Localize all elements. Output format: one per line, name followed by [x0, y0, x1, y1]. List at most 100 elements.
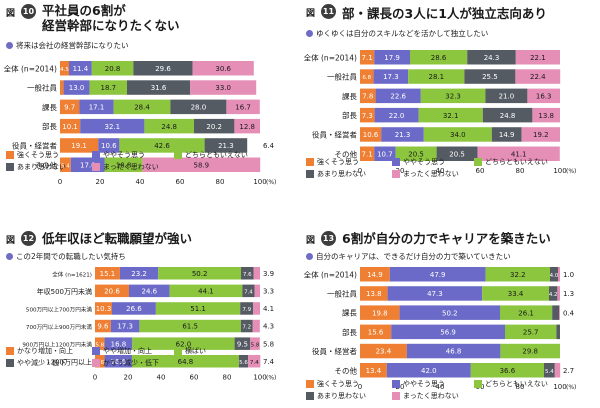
- figure-label: 図: [6, 9, 16, 19]
- legend-swatch: [474, 158, 482, 166]
- legend-item: ややそう思う: [392, 379, 445, 389]
- bar-value-label: 13.8: [366, 290, 382, 298]
- bar-segment: [190, 80, 257, 95]
- bar-value-label: 13.4: [366, 367, 382, 375]
- bar-segment: [552, 305, 560, 320]
- bar-segment: [98, 138, 120, 153]
- bar-value-label: 32.1: [443, 112, 459, 120]
- bar-segment: [104, 337, 133, 350]
- bar-segment: [253, 267, 260, 280]
- chart-panel-10: 図 10 平社員の6割が 経営幹部になりたくない 将来は会社の経営幹部になりたい: [0, 0, 300, 204]
- bar-segment: [485, 267, 550, 282]
- bar-segment: [111, 302, 156, 315]
- legend-item: どちらともいえない: [474, 157, 548, 167]
- bar-value-label: 32.3: [445, 92, 461, 100]
- bar-value-label: 20.2: [206, 123, 222, 131]
- bar-value-label: 20.5: [408, 150, 424, 158]
- bar-segment: [556, 324, 560, 340]
- legend-label: まったく思わない: [403, 170, 459, 178]
- legend-label: どちらともいえない: [485, 380, 548, 388]
- legend-item: どちらともいえない: [474, 379, 548, 389]
- bar-value-label: 50.2: [442, 309, 458, 317]
- bar-value-label: 18.8: [116, 161, 132, 169]
- axis-tick-label: 100: [553, 167, 566, 175]
- bar-segment: [69, 61, 92, 76]
- category-label: 一般社員: [327, 288, 357, 298]
- bar-value-label: 10.3: [96, 305, 112, 313]
- bar-segment: [241, 267, 254, 280]
- bar-segment: [104, 157, 143, 172]
- bar-segment: [250, 337, 260, 350]
- bar-value-label: 4.5: [60, 67, 69, 73]
- bar-segment: [470, 363, 544, 378]
- bar-segment: [60, 157, 71, 172]
- bar-value-label: 58.9: [194, 161, 210, 169]
- bar-value-label: 13.8: [538, 112, 554, 120]
- bar-value-label: 25.5: [482, 73, 498, 81]
- bar-segment: [491, 127, 522, 142]
- bar-segment: [158, 267, 242, 280]
- axis-unit-label: (%): [566, 168, 576, 175]
- bar-value-label: 14.9: [499, 131, 515, 139]
- bar-value-label: 25.7: [523, 328, 539, 336]
- chart-panel-12: 図 12 低年収ほど転職願望が強い この2年間での転職したい気持ち: [0, 204, 300, 408]
- figure-label: 図: [6, 236, 16, 246]
- legend-item: ややそう思う: [92, 150, 145, 160]
- bar-segment: [482, 107, 533, 123]
- bar-value-label: 9.6: [97, 323, 109, 331]
- legend-item: まったく思わない: [392, 169, 459, 179]
- bar-segment: [89, 80, 127, 95]
- bar-segment: [550, 267, 558, 282]
- bar-segment: [360, 363, 387, 378]
- outside-value-label: 7.4: [263, 358, 275, 366]
- bar-segment: [532, 107, 560, 123]
- bar-value-label: 4.2: [549, 292, 558, 298]
- bar-value-label: 18.7: [101, 84, 117, 92]
- subtitle-bullet-icon: [6, 253, 13, 260]
- chart-title: 低年収ほど転職願望が強い: [42, 231, 193, 246]
- axis-tick-label: 40: [436, 383, 445, 391]
- bar-segment: [204, 138, 248, 153]
- bar-segment: [133, 61, 193, 76]
- legend-item: かなり増加・向上: [6, 346, 73, 356]
- bar-segment: [477, 146, 560, 161]
- category-label: 900万円以上1200万円未満: [22, 341, 92, 349]
- bar-value-label: 30.6: [215, 65, 231, 73]
- legend-swatch: [392, 158, 400, 166]
- bar-value-label: 23.4: [376, 348, 392, 356]
- legend-swatch: [306, 170, 314, 178]
- bar-value-label: 51.1: [190, 305, 206, 313]
- legend-swatch: [6, 359, 14, 367]
- bar-segment: [505, 324, 557, 340]
- bar-value-label: 28.0: [191, 103, 207, 111]
- category-label: 課長: [42, 102, 57, 112]
- axis-tick-label: 0: [58, 178, 62, 186]
- bar-value-label: 46.8: [446, 348, 462, 356]
- figure-number: 11: [321, 4, 336, 19]
- bar-segment: [399, 305, 500, 320]
- bar-value-label: 23.2: [131, 270, 147, 278]
- legend-label: 強くそう思う: [17, 151, 59, 159]
- bar-segment: [113, 99, 171, 115]
- bar-segment: [80, 118, 145, 134]
- bar-value-label: 24.8: [500, 112, 516, 120]
- bar-segment: [395, 146, 437, 161]
- bar-value-label: 28.6: [431, 54, 447, 62]
- bar-value-label: 17.9: [384, 54, 400, 62]
- bar-segment: [500, 305, 553, 320]
- bar-segment: [60, 138, 99, 153]
- bar-value-label: 34.0: [450, 131, 466, 139]
- bar-value-label: 17.3: [383, 73, 399, 81]
- bar-value-label: 7.9: [242, 307, 251, 313]
- bar-segment: [360, 267, 390, 282]
- category-label: 一般社員: [327, 72, 357, 82]
- legend-label: 横ばい: [185, 347, 206, 355]
- category-label: 年収500万円未満: [37, 287, 92, 296]
- bar-value-label: 21.3: [218, 142, 234, 150]
- bar-segment: [91, 61, 134, 76]
- bar-segment: [360, 305, 400, 320]
- bar-value-label: 7.8: [362, 92, 373, 100]
- category-label: 課長: [342, 91, 357, 101]
- outside-value-label: 2.7: [563, 367, 574, 375]
- legend-label: どちらともいえない: [185, 151, 248, 159]
